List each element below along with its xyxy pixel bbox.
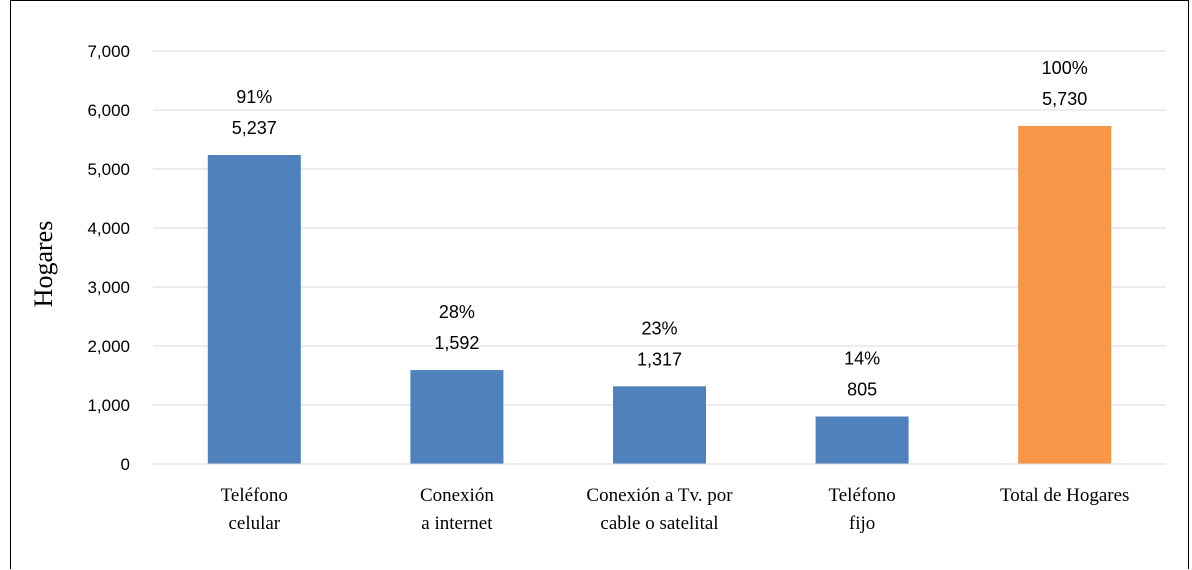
x-category-label: Total de Hogares — [1000, 485, 1130, 506]
value-label: 1,317 — [637, 349, 682, 369]
percent-label: 28% — [439, 302, 475, 322]
percent-label: 100% — [1042, 58, 1088, 78]
value-label: 1,592 — [434, 333, 479, 353]
y-axis-label: Hogares — [29, 221, 58, 308]
bar — [613, 386, 706, 464]
x-category-label: Teléfono — [221, 485, 288, 506]
x-category-label: Conexión a Tv. por — [586, 485, 733, 506]
y-tick-label: 7,000 — [87, 42, 130, 61]
y-axis-ticks: 0 1,000 2,000 3,000 4,000 5,000 6,000 7,000 — [87, 42, 130, 474]
y-tick-label: 5,000 — [87, 160, 130, 179]
x-category-label: Teléfono — [828, 485, 895, 506]
x-category-label: cable o satelital — [600, 513, 718, 534]
value-label: 805 — [847, 380, 877, 400]
x-axis-categories: Teléfono celular Conexión a internet Conexió… — [221, 485, 1130, 534]
y-tick-label: 4,000 — [87, 219, 130, 238]
bar — [1018, 125, 1112, 465]
bar — [410, 370, 504, 464]
y-tick-label: 3,000 — [87, 278, 130, 297]
gridlines — [153, 50, 1166, 406]
x-category-label: a internet — [421, 513, 493, 534]
x-category-label: fijo — [849, 513, 875, 534]
y-tick-label: 0 — [121, 455, 130, 474]
bars — [207, 125, 1112, 465]
x-category-label: celular — [228, 513, 280, 534]
bar — [815, 416, 909, 464]
bar — [207, 155, 301, 464]
chart-frame — [10, 0, 1189, 569]
y-tick-label: 2,000 — [87, 337, 130, 356]
percent-label: 91% — [236, 87, 272, 107]
value-label: 5,237 — [232, 118, 277, 138]
data-labels: 91% 5,237 28% 1,592 23% 1,317 14% 805 100% 5,730 — [232, 58, 1088, 400]
value-label: 5,730 — [1042, 89, 1087, 109]
y-tick-label: 6,000 — [87, 101, 130, 120]
percent-label: 23% — [641, 318, 677, 338]
y-tick-label: 1,000 — [87, 396, 130, 415]
percent-label: 14% — [844, 349, 880, 369]
x-category-label: Conexión — [420, 485, 494, 506]
